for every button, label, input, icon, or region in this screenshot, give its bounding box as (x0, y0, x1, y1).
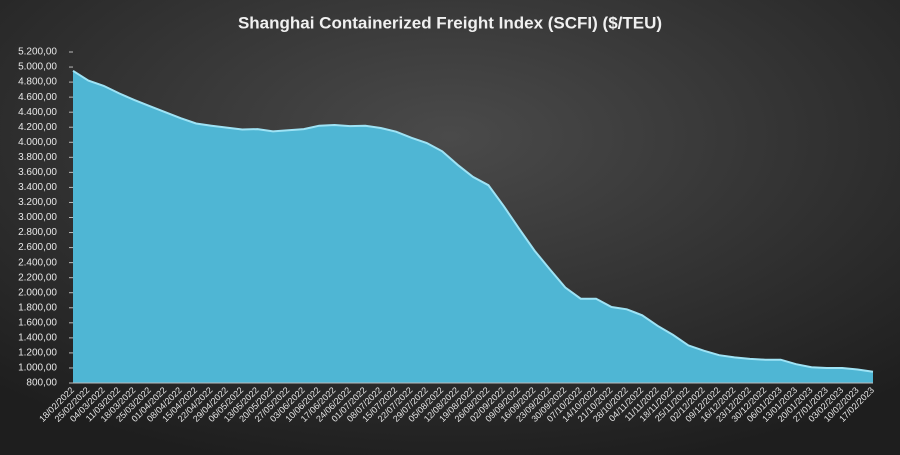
y-tick-label: 2.000,00 (18, 287, 57, 298)
y-tick-label: 3.400,00 (18, 182, 57, 193)
y-tick-label: 5.200,00 (18, 47, 57, 58)
y-tick-label: 2.600,00 (18, 242, 57, 253)
y-tick-label: 1.800,00 (18, 302, 57, 313)
y-tick-label: 1.600,00 (18, 317, 57, 328)
y-tick-label: 2.800,00 (18, 227, 57, 238)
area (73, 70, 873, 384)
y-tick-label: 5.000,00 (18, 62, 57, 73)
area-edge (72, 69, 874, 373)
y-tick-label: 4.200,00 (18, 122, 57, 133)
y-tick-label: 3.600,00 (18, 167, 57, 178)
y-tick-label: 2.200,00 (18, 272, 57, 283)
y-tick-label: 4.800,00 (18, 77, 57, 88)
y-tick-label: 4.000,00 (18, 137, 57, 148)
y-tick-label: 3.800,00 (18, 152, 57, 163)
y-tick-label: 1.400,00 (18, 333, 57, 344)
y-tick-label: 800,00 (26, 378, 57, 389)
y-tick-label: 1.000,00 (18, 363, 57, 374)
chart-title: Shanghai Containerized Freight Index (SC… (238, 13, 662, 32)
y-tick-label: 1.200,00 (18, 348, 57, 359)
y-tick-label: 3.200,00 (18, 197, 57, 208)
y-tick-label: 4.400,00 (18, 107, 57, 118)
y-tick-label: 4.600,00 (18, 92, 57, 103)
y-tick-label: 2.400,00 (18, 257, 57, 268)
y-tick-label: 3.000,00 (18, 212, 57, 223)
